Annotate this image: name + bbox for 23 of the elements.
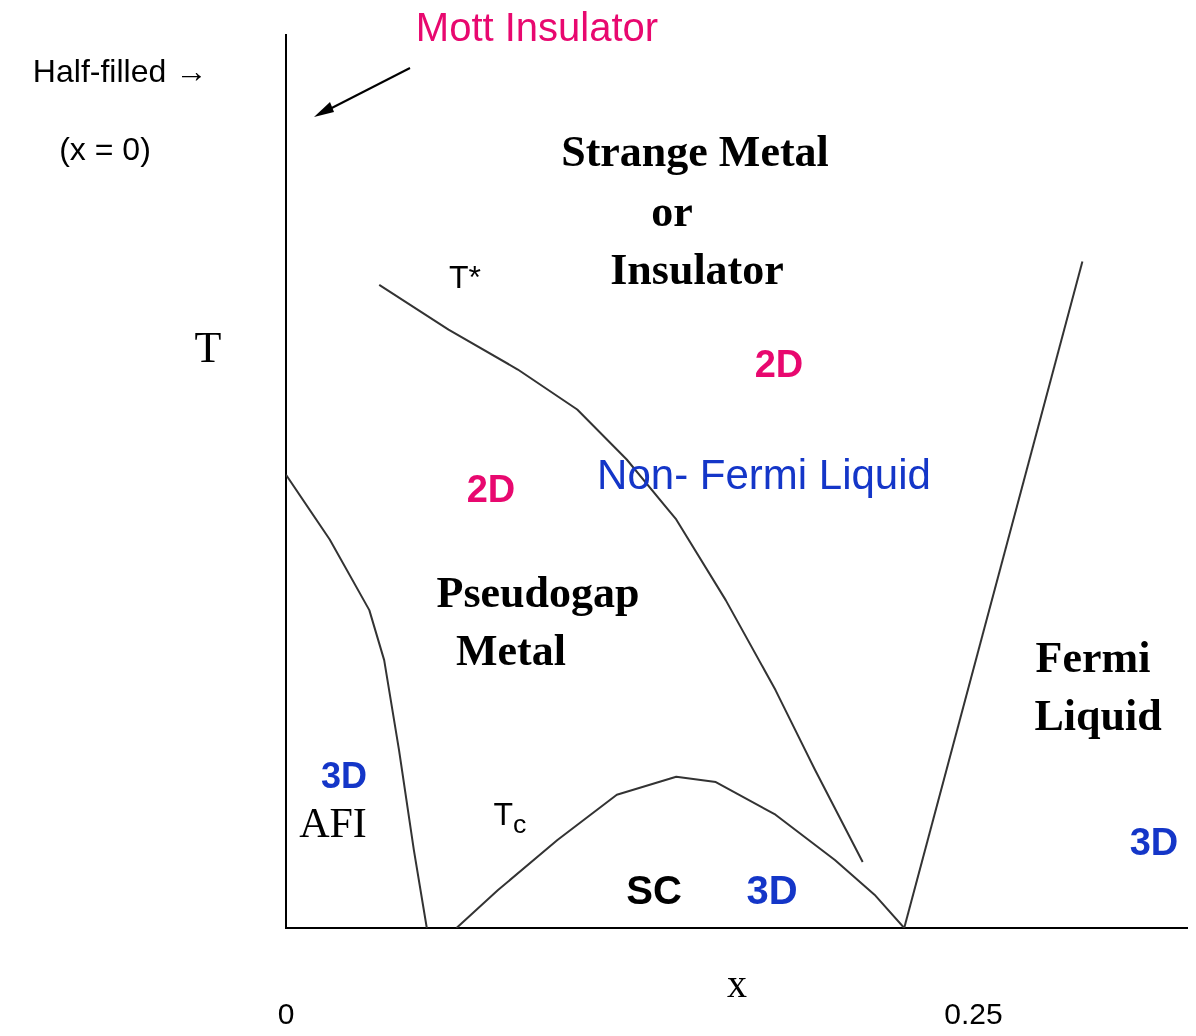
annotation: 2D [466,468,516,511]
annotation: T$_{c}$ [493,796,527,839]
x-axis-title: x [727,960,747,1006]
annotation: SC [626,868,682,912]
x-tick-label: 0.25 [944,997,1003,1031]
annotation: 2D [754,343,804,386]
annotation: 3D [746,868,798,912]
annotation: 3D [1129,821,1179,864]
text: Half-filled → [32,53,208,90]
text: or [651,186,693,237]
annotation: Metal [456,625,566,676]
annotation: Liquid [1034,690,1162,741]
annotation: 3D [320,755,368,797]
text: Strange Metal [561,126,829,177]
text: (x = 0) [59,131,151,168]
annotation: Insulator [610,244,784,295]
annotation: Pseudogap [436,567,640,618]
annotation: AFI [299,799,367,847]
y-axis-title: T [194,322,222,372]
x-tick-label: 0 [277,997,295,1031]
annotation: T* [449,259,481,296]
annotation: Fermi [1035,632,1151,683]
text: Mott Insulator [415,5,659,49]
